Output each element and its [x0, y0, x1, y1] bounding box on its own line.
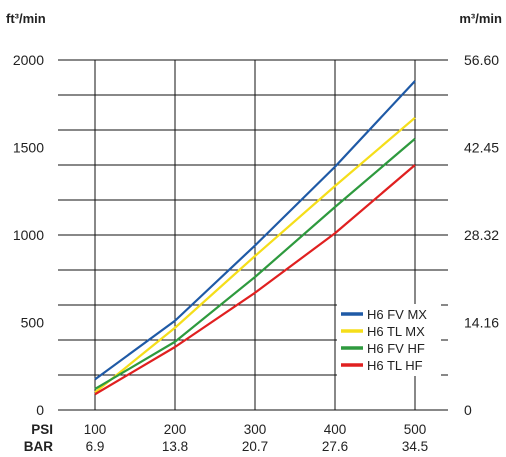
y-tick-right: 42.45 — [464, 140, 499, 156]
series-lines — [94, 80, 416, 396]
y-tick-left: 2000 — [13, 52, 44, 68]
legend-label: H6 TL MX — [367, 324, 425, 339]
y-tick-left: 1000 — [13, 227, 44, 243]
right-axis-unit: m³/min — [459, 11, 502, 26]
x-tick-psi: 100 — [84, 422, 107, 437]
series-line — [94, 80, 416, 381]
x-tick-psi: 200 — [164, 422, 187, 437]
x-row-label-bar: BAR — [24, 439, 53, 454]
x-tick-bar: 13.8 — [162, 439, 188, 454]
legend-label: H6 FV MX — [367, 307, 427, 322]
y-tick-left: 500 — [21, 315, 45, 331]
series-line — [94, 137, 416, 390]
x-tick-psi: 300 — [244, 422, 267, 437]
legend-label: H6 TL HF — [367, 358, 423, 373]
y-tick-left: 0 — [36, 402, 44, 418]
x-tick-bar: 6.9 — [86, 439, 105, 454]
legend-label: H6 FV HF — [367, 341, 425, 356]
grid — [58, 59, 448, 411]
x-tick-psi: 500 — [404, 422, 427, 437]
axis-ticks: 2000 1500 1000 500 0 56.60 42.45 28.32 14.16 0 PSI… — [13, 52, 499, 454]
left-axis-unit: ft³/min — [6, 11, 46, 26]
legend: H6 FV MX H6 TL MX H6 FV HF H6 TL HF — [337, 304, 441, 376]
y-tick-right: 14.16 — [464, 315, 499, 331]
x-tick-bar: 34.5 — [402, 439, 428, 454]
y-tick-right: 28.32 — [464, 227, 499, 243]
x-tick-bar: 20.7 — [242, 439, 268, 454]
series-line — [94, 116, 416, 394]
y-tick-right: 0 — [464, 402, 472, 418]
x-row-label-psi: PSI — [31, 422, 53, 437]
series-line — [94, 164, 416, 396]
x-tick-bar: 27.6 — [322, 439, 348, 454]
y-tick-left: 1500 — [13, 140, 44, 156]
y-tick-right: 56.60 — [464, 52, 499, 68]
x-tick-psi: 400 — [324, 422, 347, 437]
